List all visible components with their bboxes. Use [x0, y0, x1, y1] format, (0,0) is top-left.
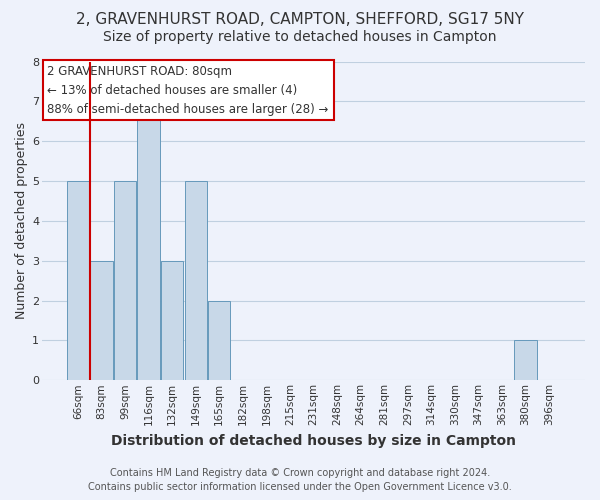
Bar: [208, 300, 230, 380]
Bar: [137, 102, 160, 380]
Bar: [114, 181, 136, 380]
Text: Size of property relative to detached houses in Campton: Size of property relative to detached ho…: [103, 30, 497, 44]
Bar: [67, 181, 89, 380]
Text: Contains HM Land Registry data © Crown copyright and database right 2024.
Contai: Contains HM Land Registry data © Crown c…: [88, 468, 512, 492]
Bar: [514, 340, 537, 380]
Text: 2, GRAVENHURST ROAD, CAMPTON, SHEFFORD, SG17 5NY: 2, GRAVENHURST ROAD, CAMPTON, SHEFFORD, …: [76, 12, 524, 28]
Bar: [185, 181, 207, 380]
Y-axis label: Number of detached properties: Number of detached properties: [15, 122, 28, 320]
Text: 2 GRAVENHURST ROAD: 80sqm
← 13% of detached houses are smaller (4)
88% of semi-d: 2 GRAVENHURST ROAD: 80sqm ← 13% of detac…: [47, 64, 329, 116]
Bar: [91, 260, 113, 380]
Bar: [161, 260, 184, 380]
X-axis label: Distribution of detached houses by size in Campton: Distribution of detached houses by size …: [111, 434, 516, 448]
